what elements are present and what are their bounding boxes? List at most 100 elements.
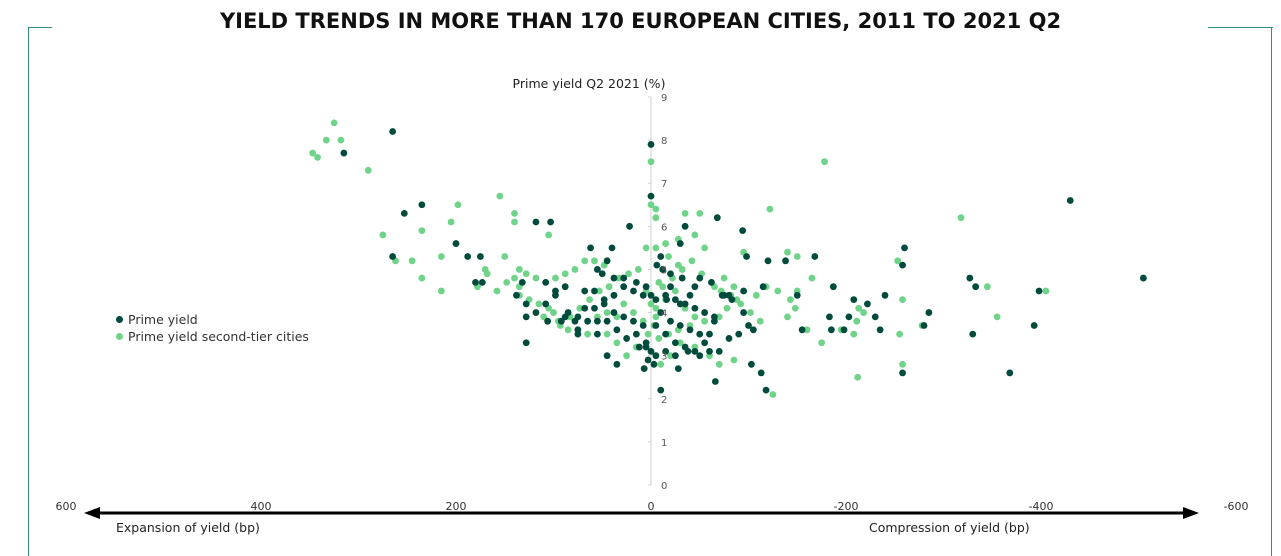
point-prime-105 — [667, 317, 674, 325]
point-prime-82 — [603, 317, 611, 325]
point-prime-53 — [476, 253, 484, 260]
point-prime-24 — [829, 283, 837, 291]
point-prime-120 — [644, 356, 652, 364]
point-prime-89 — [587, 244, 594, 252]
point-prime-14 — [901, 244, 908, 252]
point-second-tier-26 — [501, 253, 509, 260]
point-second-tier-84 — [603, 330, 611, 338]
points-group — [309, 119, 1147, 398]
point-second-tier-74 — [730, 356, 738, 364]
point-prime-52 — [464, 253, 472, 260]
point-second-tier-31 — [483, 270, 491, 278]
y-tick-label-1: 1 — [661, 438, 667, 449]
point-second-tier-78 — [676, 339, 684, 347]
point-second-tier-111 — [576, 304, 584, 312]
point-second-tier-117 — [688, 257, 696, 265]
frame-line-right — [1271, 27, 1272, 556]
point-second-tier-99 — [571, 266, 579, 273]
frame-line-left — [28, 27, 29, 556]
y-tick-label-0: 0 — [661, 481, 667, 492]
point-prime-109 — [706, 330, 713, 338]
point-prime-96 — [647, 291, 655, 299]
point-prime-125 — [684, 347, 692, 355]
point-prime-60 — [561, 283, 569, 291]
point-prime-7 — [532, 218, 540, 226]
point-prime-100 — [681, 300, 689, 308]
point-prime-150 — [522, 339, 530, 347]
point-prime-156 — [676, 300, 684, 308]
point-second-tier-8 — [496, 192, 504, 200]
point-prime-8 — [547, 218, 554, 226]
point-prime-75 — [620, 313, 628, 321]
point-second-tier-148 — [730, 283, 738, 291]
point-second-tier-106 — [625, 270, 632, 278]
point-prime-66 — [630, 287, 637, 295]
point-second-tier-122 — [737, 300, 745, 308]
point-second-tier-48 — [808, 274, 816, 282]
point-second-tier-139 — [655, 278, 663, 286]
point-second-tier-18 — [652, 205, 660, 213]
point-prime-124 — [674, 365, 682, 372]
point-prime-2 — [647, 141, 655, 148]
point-prime-87 — [603, 257, 611, 265]
chart-title: YIELD TRENDS IN MORE THAN 170 EUROPEAN C… — [219, 9, 1062, 33]
point-prime-136 — [708, 278, 715, 286]
point-second-tier-79 — [667, 352, 674, 360]
point-prime-144 — [532, 309, 540, 316]
point-prime-74 — [610, 309, 618, 316]
point-prime-85 — [632, 330, 640, 338]
point-prime-126 — [696, 352, 704, 360]
point-prime-145 — [557, 317, 565, 325]
point-prime-43 — [899, 369, 906, 377]
point-second-tier-144 — [603, 309, 611, 316]
point-prime-49 — [798, 326, 806, 334]
point-second-tier-20 — [652, 214, 660, 222]
point-prime-50 — [749, 326, 757, 334]
point-second-tier-0 — [330, 119, 338, 127]
point-prime-148 — [584, 317, 592, 325]
point-prime-26 — [864, 300, 871, 308]
point-prime-92 — [610, 274, 618, 282]
point-prime-91 — [598, 270, 606, 278]
point-second-tier-94 — [503, 278, 511, 286]
point-prime-83 — [613, 326, 621, 334]
point-prime-41 — [1006, 369, 1014, 377]
point-prime-51 — [389, 253, 397, 260]
x-tick-label-neg400: -400 — [1029, 500, 1054, 513]
point-second-tier-91 — [535, 300, 543, 308]
point-second-tier-141 — [674, 261, 682, 269]
point-second-tier-150 — [752, 291, 760, 299]
point-prime-128 — [715, 347, 723, 355]
point-prime-101 — [691, 304, 699, 312]
point-prime-151 — [574, 326, 582, 334]
point-prime-15 — [899, 261, 906, 269]
point-second-tier-42 — [784, 248, 791, 256]
point-prime-115 — [701, 339, 709, 347]
point-prime-0 — [389, 128, 397, 135]
point-prime-138 — [728, 296, 736, 304]
point-prime-20 — [1139, 274, 1147, 282]
point-second-tier-109 — [595, 287, 603, 295]
point-second-tier-152 — [774, 287, 782, 295]
point-second-tier-137 — [644, 330, 652, 338]
point-prime-79 — [544, 317, 552, 325]
point-prime-121 — [640, 365, 648, 372]
point-prime-32 — [925, 309, 933, 316]
point-second-tier-28 — [511, 274, 518, 282]
point-prime-90 — [608, 244, 616, 252]
point-prime-64 — [610, 291, 618, 299]
point-second-tier-6 — [647, 158, 655, 166]
point-second-tier-147 — [720, 274, 728, 282]
point-second-tier-75 — [715, 360, 723, 368]
point-prime-133 — [657, 253, 665, 260]
point-prime-21 — [966, 274, 974, 282]
point-second-tier-140 — [665, 253, 672, 260]
point-second-tier-12 — [447, 218, 455, 226]
point-second-tier-4 — [314, 153, 321, 161]
point-prime-147 — [574, 313, 582, 321]
point-prime-28 — [759, 283, 767, 291]
point-second-tier-65 — [733, 296, 741, 304]
point-prime-48 — [657, 386, 665, 394]
point-second-tier-16 — [681, 210, 689, 217]
point-second-tier-5 — [364, 166, 372, 174]
